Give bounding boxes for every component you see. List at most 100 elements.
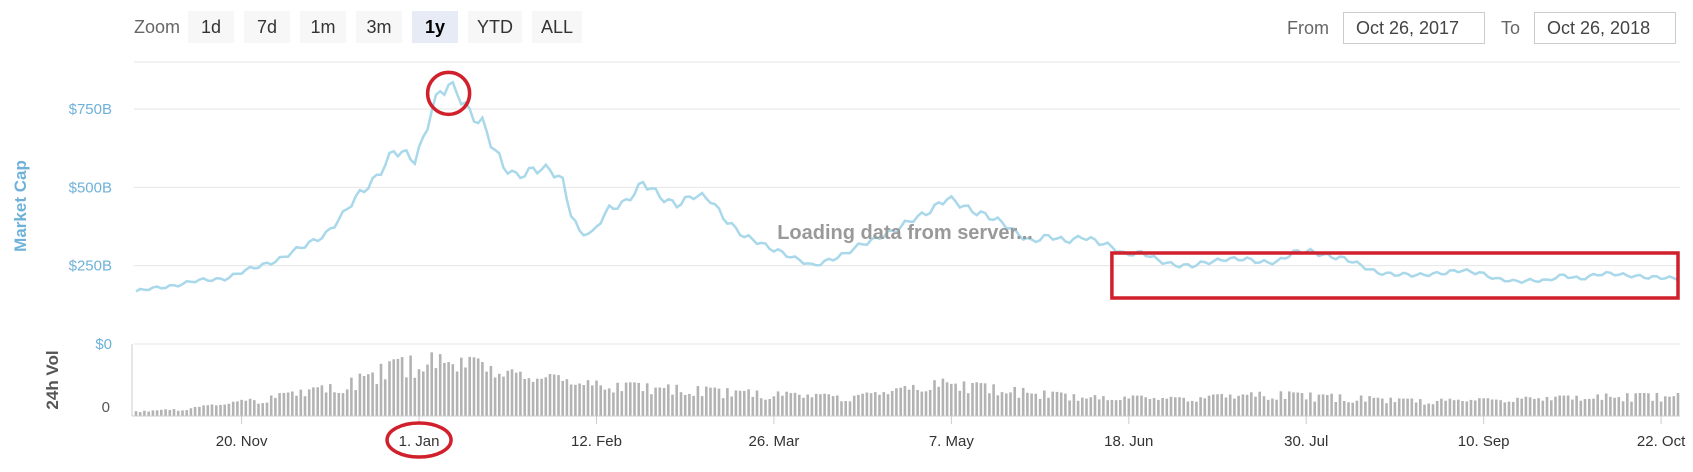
- volume-bar: [645, 383, 649, 416]
- volume-bar: [1038, 398, 1042, 416]
- volume-bar: [1334, 402, 1338, 416]
- volume-bar: [688, 393, 691, 416]
- volume-bar: [954, 383, 957, 416]
- zoom-button-7d[interactable]: 7d: [244, 11, 291, 43]
- volume-bar: [857, 394, 860, 416]
- volume-bar: [747, 389, 750, 416]
- volume-bar: [1490, 399, 1494, 416]
- volume-bar: [679, 392, 683, 416]
- volume-bar: [430, 352, 433, 416]
- volume-bar: [1482, 398, 1485, 416]
- volume-bar: [1533, 398, 1536, 416]
- volume-bar: [793, 392, 797, 416]
- volume-bar: [1174, 397, 1177, 416]
- zoom-button-1m[interactable]: 1m: [300, 11, 347, 43]
- volume-bar: [468, 356, 471, 416]
- volume-bar: [772, 396, 776, 416]
- volume-bar: [1199, 397, 1202, 416]
- volume-bar: [650, 394, 653, 416]
- volume-bar: [286, 392, 290, 416]
- volume-bar: [337, 393, 341, 416]
- from-label: From: [1287, 17, 1329, 38]
- volume-bar: [1469, 399, 1473, 416]
- x-tick-label: 22. Oct: [1637, 433, 1686, 450]
- volume-bar: [662, 388, 666, 416]
- zoom-button-1y[interactable]: 1y: [412, 11, 459, 43]
- volume-bar: [776, 391, 780, 416]
- volume-bar: [798, 394, 801, 416]
- volume-bar: [1304, 399, 1308, 416]
- volume-bar: [1558, 395, 1561, 416]
- volume-bar: [1313, 401, 1316, 416]
- volume-bar: [1283, 398, 1287, 416]
- volume-bar: [1330, 393, 1333, 416]
- volume-bar: [1402, 398, 1405, 416]
- x-axis-ticks: 20. Nov 1. Jan 12. Feb 26. Mar 7. May 18. Jun…: [216, 416, 1686, 450]
- volume-bar: [1064, 393, 1067, 416]
- volume-bar: [658, 387, 662, 416]
- volume-bar: [958, 390, 962, 416]
- volume-bar: [405, 377, 408, 416]
- volume-bar: [493, 377, 497, 416]
- volume-bar: [531, 381, 535, 416]
- volume-bar: [248, 398, 252, 416]
- y-tick-label: $250B: [69, 258, 112, 275]
- zoom-button-ytd[interactable]: YTD: [468, 11, 523, 43]
- volume-bar: [912, 384, 915, 416]
- to-date-input[interactable]: Oct 26, 2018: [1534, 12, 1677, 44]
- volume-bar: [616, 382, 619, 416]
- volume-bar: [358, 373, 362, 416]
- volume-bar: [578, 383, 581, 416]
- volume-bar: [447, 362, 450, 416]
- volume-bar: [1385, 403, 1388, 416]
- volume-bar: [1571, 399, 1574, 416]
- volume-bar: [1444, 400, 1447, 416]
- volume-bar: [903, 386, 907, 416]
- volume-bar: [1241, 394, 1245, 416]
- volume-bar: [1081, 397, 1084, 416]
- volume-bar: [481, 362, 484, 416]
- volume-bar: [375, 384, 379, 416]
- volume-bar: [1034, 393, 1038, 416]
- volume-bar: [1076, 400, 1080, 416]
- x-tick-label: 12. Feb: [571, 433, 622, 450]
- volume-bar: [1609, 396, 1612, 416]
- volume-bar: [705, 386, 708, 416]
- volume-bar: [1068, 400, 1071, 416]
- volume-bar: [709, 387, 712, 416]
- volume-bar: [1372, 397, 1376, 416]
- volume-bar: [1262, 396, 1266, 416]
- loading-message: Loading data from server...: [777, 222, 1033, 244]
- volume-bar: [236, 401, 239, 416]
- volume-bar: [1672, 396, 1676, 416]
- volume-bar: [1676, 393, 1680, 416]
- volume-bar: [392, 359, 395, 416]
- volume-bar: [409, 355, 412, 416]
- volume-bar: [510, 369, 514, 416]
- volume-bar: [612, 392, 615, 416]
- volume-bar: [1452, 400, 1456, 416]
- volume-bar: [996, 395, 1000, 416]
- x-tick-label: 20. Nov: [216, 433, 268, 450]
- volume-bar: [1216, 394, 1219, 416]
- zoom-button-all[interactable]: ALL: [532, 11, 583, 43]
- zoom-button-1d[interactable]: 1d: [188, 11, 235, 43]
- volume-bar: [1655, 393, 1659, 416]
- zoom-button-3m[interactable]: 3m: [356, 11, 403, 43]
- volume-bar: [134, 411, 138, 416]
- volume-bar: [219, 404, 222, 416]
- volume-bar: [1659, 401, 1663, 416]
- from-date-input[interactable]: Oct 26, 2017: [1343, 12, 1485, 44]
- volume-bar: [1296, 392, 1300, 416]
- volume-bar: [519, 371, 522, 416]
- volume-bar: [1579, 400, 1583, 416]
- volume-bar: [1406, 398, 1409, 416]
- volume-bar: [840, 401, 843, 416]
- volume-bar: [1638, 393, 1642, 416]
- volume-bar: [1651, 400, 1654, 416]
- volume-axis-label: 24h Vol: [43, 350, 62, 409]
- volume-bar: [261, 403, 264, 416]
- volume-bar: [878, 394, 881, 416]
- volume-bar: [1410, 398, 1414, 416]
- y-tick-label: $750B: [69, 101, 112, 118]
